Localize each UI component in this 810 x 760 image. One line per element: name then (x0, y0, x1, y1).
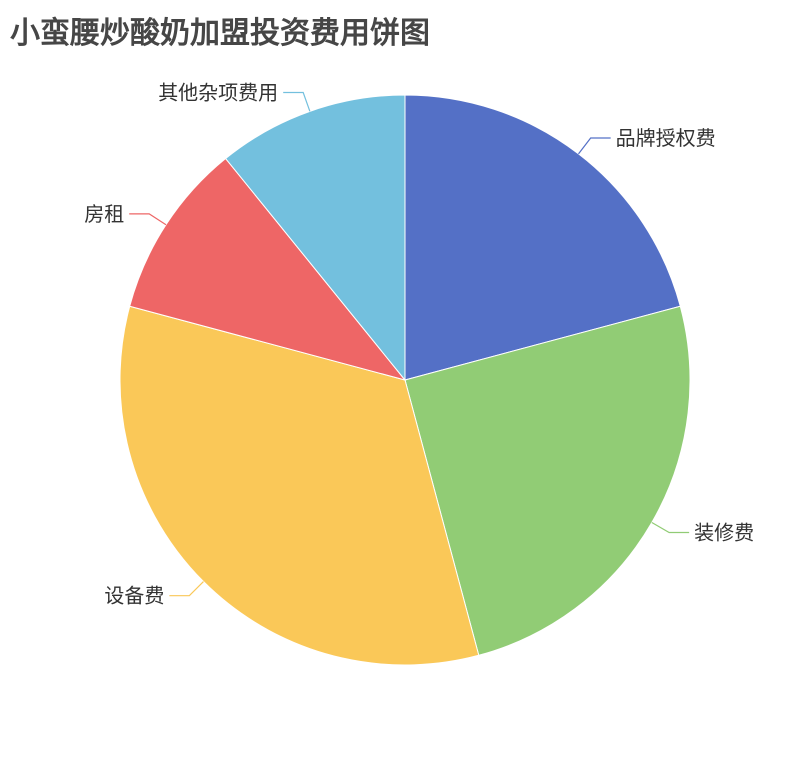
slice-label-1: 装修费 (694, 521, 754, 545)
slice-label-0: 品牌授权费 (616, 126, 716, 150)
pie-slice-3[interactable] (129, 157, 407, 381)
pie-slice-0[interactable] (404, 94, 681, 381)
label-line-1 (651, 521, 690, 534)
label-line-0 (578, 137, 611, 155)
slice-label-3: 房租 (84, 202, 124, 226)
slice-label-2: 设备费 (104, 584, 164, 608)
slice-label-4: 其他杂项费用 (158, 80, 278, 104)
label-line-2 (169, 581, 204, 597)
label-line-3 (129, 213, 167, 226)
chart-title: 小蛮腰炒酸奶加盟投资费用饼图 (10, 16, 430, 51)
pie-slice-2[interactable] (119, 305, 480, 666)
label-line-4 (283, 91, 311, 112)
